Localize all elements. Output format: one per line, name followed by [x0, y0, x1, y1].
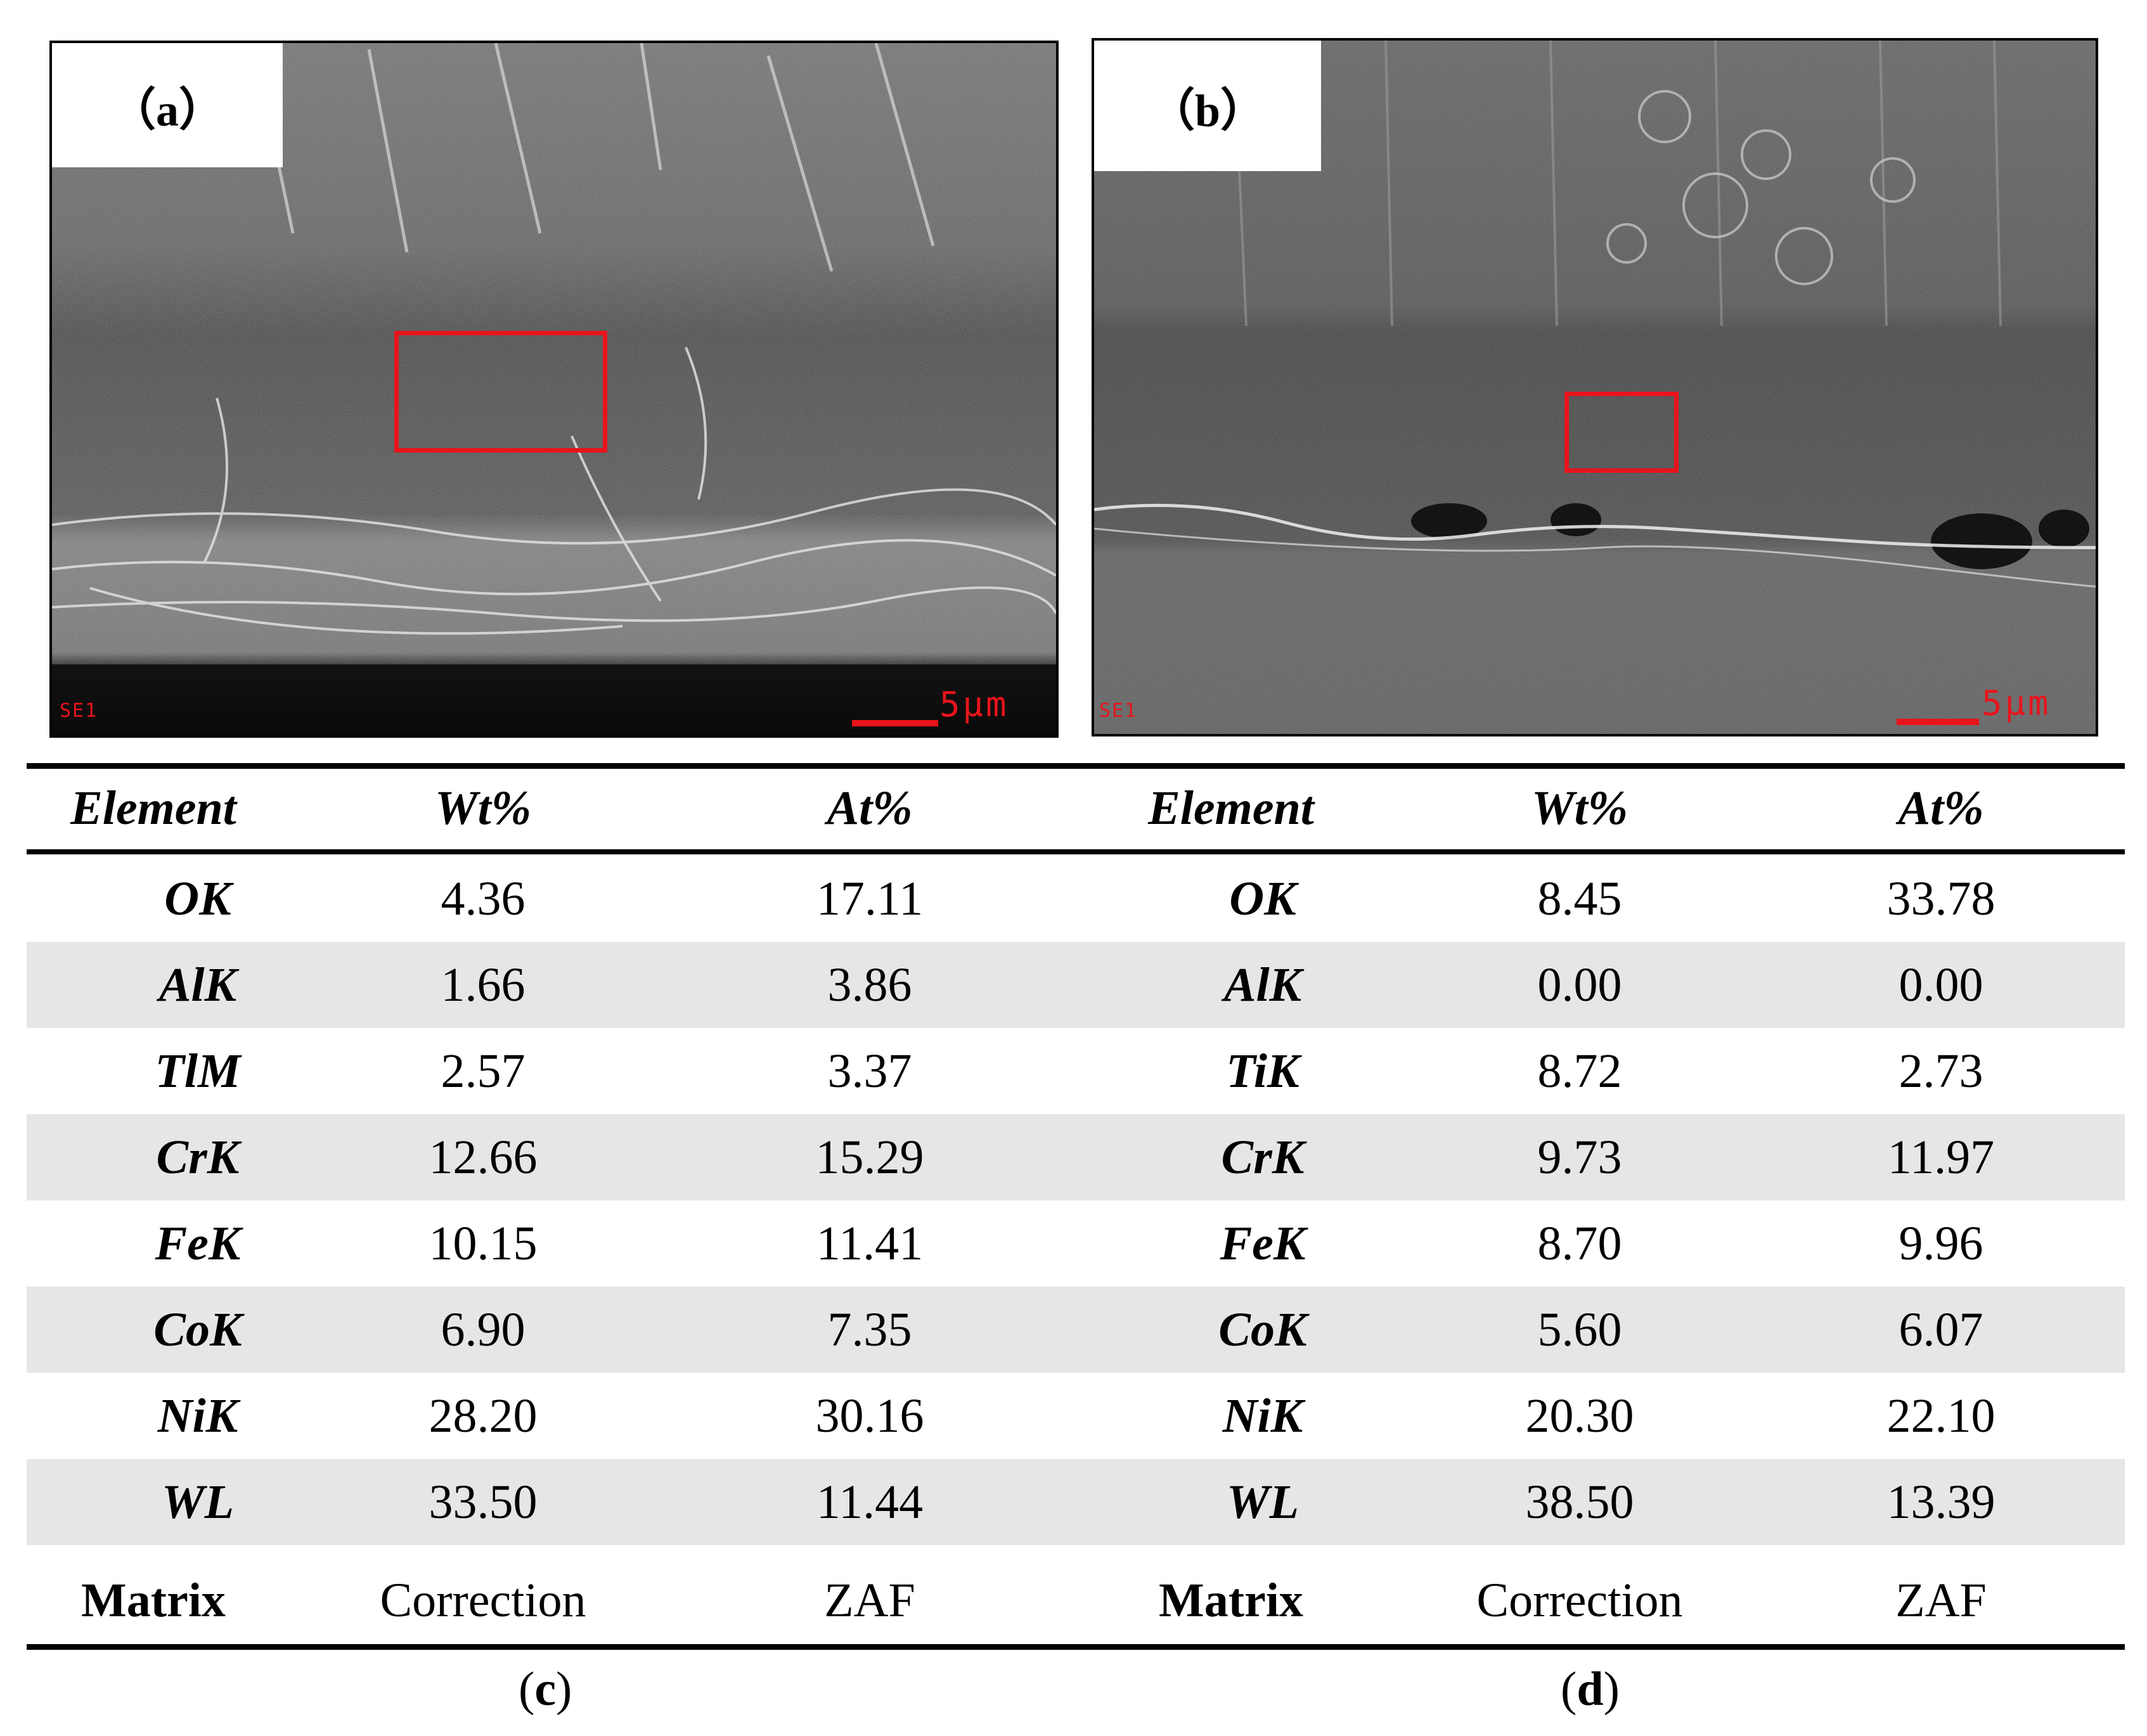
matrix-label: Matrix	[1159, 1573, 1303, 1627]
value-cell: 33.78	[1886, 871, 1995, 925]
table-row: WL 33.50 11.44 WL 38.50 13.39	[27, 1459, 2125, 1545]
roi-box-b	[1564, 392, 1679, 473]
caption-d: (d)	[1561, 1662, 1620, 1717]
element-cell: TiK	[1226, 1044, 1299, 1098]
header-cell: Element	[70, 781, 236, 835]
value-cell: 6.90	[441, 1302, 525, 1356]
element-cell: OK	[164, 871, 231, 925]
panel-label-box-a: （a）	[52, 43, 283, 167]
element-cell: CrK	[1221, 1130, 1305, 1184]
header-cell: At%	[1898, 781, 1984, 835]
value-cell: 8.72	[1537, 1044, 1622, 1098]
matrix-row: Matrix Correction ZAF Matrix Correction …	[27, 1559, 2125, 1642]
value-cell: 7.35	[827, 1302, 912, 1356]
roi-box-a	[394, 331, 607, 453]
scale-bar-a	[852, 720, 938, 726]
matrix-value: ZAF	[824, 1573, 915, 1627]
caption-c-open: (	[519, 1662, 535, 1716]
value-cell: 11.41	[816, 1216, 924, 1270]
value-cell: 2.73	[1899, 1044, 1983, 1098]
value-cell: 0.00	[1899, 958, 1983, 1012]
element-cell: NiK	[157, 1389, 238, 1443]
sem-micrograph-b	[1094, 41, 2096, 734]
element-cell: OK	[1229, 871, 1296, 925]
header-cell: Wt%	[435, 781, 531, 835]
value-cell: 33.50	[429, 1475, 538, 1529]
header-row: Element Wt% At% Element Wt% At%	[27, 771, 2125, 845]
value-cell: 10.15	[429, 1216, 538, 1270]
caption-d-letter: d	[1576, 1662, 1604, 1716]
value-cell: 12.66	[429, 1130, 538, 1184]
caption-d-close: )	[1603, 1662, 1620, 1716]
matrix-value: Correction	[380, 1573, 586, 1627]
value-cell: 8.45	[1537, 871, 1622, 925]
value-cell: 38.50	[1525, 1475, 1634, 1529]
sem-image-b: （b） SE1 5μm	[1092, 38, 2098, 736]
scale-label-a: 5μm	[939, 685, 1009, 724]
element-cell: FeK	[1220, 1216, 1306, 1270]
panel-label-b: （b）	[1149, 85, 1267, 136]
header-cell: At%	[827, 781, 913, 835]
element-cell: CoK	[1218, 1302, 1307, 1356]
value-cell: 15.29	[815, 1130, 924, 1184]
value-cell: 1.66	[441, 958, 525, 1012]
value-cell: 0.00	[1537, 958, 1622, 1012]
element-cell: CrK	[156, 1130, 240, 1184]
value-cell: 6.07	[1899, 1302, 1983, 1356]
element-cell: CoK	[153, 1302, 242, 1356]
table-row: CrK 12.66 15.29 CrK 9.73 11.97	[27, 1114, 2125, 1200]
caption-c-letter: c	[534, 1662, 557, 1716]
value-cell: 3.86	[827, 958, 912, 1012]
value-cell: 11.97	[1887, 1130, 1995, 1184]
top-rule	[27, 763, 2125, 769]
detector-label-b: SE1	[1099, 700, 1138, 722]
value-cell: 30.16	[815, 1389, 924, 1443]
element-cell: TlM	[155, 1044, 241, 1098]
element-cell: AlK	[158, 958, 237, 1012]
value-cell: 4.36	[441, 871, 525, 925]
caption-c: (c)	[519, 1662, 572, 1717]
element-cell: AlK	[1223, 958, 1302, 1012]
element-cell: WL	[162, 1475, 234, 1529]
panel-label-box-b: （b）	[1094, 41, 1321, 171]
eds-table: Element Wt% At% Element Wt% At% OK 4.36 17…	[27, 754, 2125, 1667]
scale-label-b: 5μm	[1982, 683, 2051, 723]
table-row: TlM 2.57 3.37 TiK 8.72 2.73	[27, 1028, 2125, 1114]
header-cell: Wt%	[1531, 781, 1628, 835]
value-cell: 11.44	[816, 1475, 924, 1529]
panel-label-a: （a）	[110, 84, 224, 136]
table-row: AlK 1.66 3.86 AlK 0.00 0.00	[27, 942, 2125, 1028]
table-row: NiK 28.20 30.16 NiK 20.30 22.10	[27, 1373, 2125, 1459]
bottom-rule	[27, 1644, 2125, 1650]
element-cell: NiK	[1222, 1389, 1303, 1443]
element-cell: FeK	[155, 1216, 241, 1270]
value-cell: 5.60	[1537, 1302, 1622, 1356]
sem-image-a: （a） SE1 5μm	[49, 41, 1059, 738]
value-cell: 13.39	[1886, 1475, 1995, 1529]
matrix-label: Matrix	[81, 1573, 226, 1627]
scale-bar-b	[1897, 719, 1979, 725]
matrix-value: ZAF	[1895, 1573, 1987, 1627]
value-cell: 28.20	[429, 1389, 538, 1443]
value-cell: 22.10	[1886, 1389, 1995, 1443]
matrix-value: Correction	[1476, 1573, 1683, 1627]
caption-c-close: )	[556, 1662, 572, 1716]
value-cell: 2.57	[441, 1044, 525, 1098]
header-cell: Element	[1148, 781, 1314, 835]
value-cell: 3.37	[827, 1044, 912, 1098]
value-cell: 9.73	[1537, 1130, 1622, 1184]
table-row: FeK 10.15 11.41 FeK 8.70 9.96	[27, 1200, 2125, 1287]
element-cell: WL	[1227, 1475, 1299, 1529]
detector-label-a: SE1	[60, 700, 98, 722]
value-cell: 9.96	[1899, 1216, 1983, 1270]
table-row: CoK 6.90 7.35 CoK 5.60 6.07	[27, 1287, 2125, 1373]
value-cell: 17.11	[816, 871, 924, 925]
caption-d-open: (	[1561, 1662, 1577, 1716]
value-cell: 8.70	[1537, 1216, 1622, 1270]
header-rule	[27, 849, 2125, 854]
table-row: OK 4.36 17.11 OK 8.45 33.78	[27, 856, 2125, 942]
value-cell: 20.30	[1525, 1389, 1634, 1443]
